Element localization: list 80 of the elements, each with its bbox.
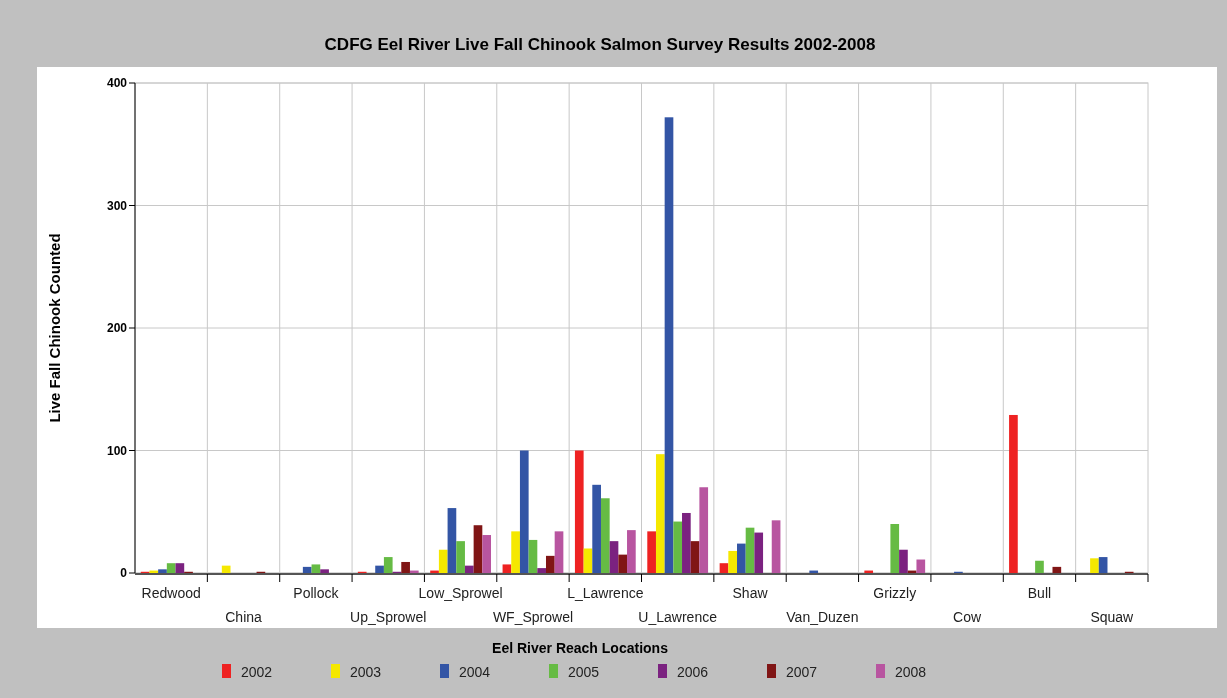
bar [302, 566, 312, 573]
x-axis-title: Eel River Reach Locations [492, 640, 669, 656]
bar [320, 569, 329, 573]
bar [221, 565, 231, 573]
bar [618, 554, 628, 573]
bar [1035, 560, 1044, 573]
bar [664, 117, 674, 573]
x-tick-label: Redwood [141, 585, 201, 601]
bar [916, 559, 926, 573]
bar [899, 549, 908, 573]
bar [609, 541, 619, 573]
bar [690, 541, 700, 573]
bar [456, 541, 465, 573]
bar [754, 532, 764, 573]
bar [375, 565, 384, 573]
x-tick-label: Shaw [732, 585, 769, 601]
y-tick-label: 100 [106, 443, 128, 458]
bar [1090, 558, 1099, 573]
y-tick-label: 0 [120, 566, 128, 580]
bar [1098, 557, 1108, 573]
chart-title: CDFG Eel River Live Fall Chinook Salmon Survey Results 2002-2008 [324, 35, 876, 54]
bar [447, 508, 457, 573]
bar [482, 535, 491, 573]
bar [771, 520, 781, 573]
bar [473, 525, 483, 573]
bar [647, 531, 656, 573]
bar [554, 531, 564, 573]
bar [728, 550, 738, 573]
x-tick-label: Van_Duzen [786, 609, 859, 625]
x-tick-label: Pollock [293, 585, 340, 601]
bar [673, 521, 683, 573]
bar [519, 450, 529, 573]
y-axis-title: Live Fall Chinook Counted [46, 233, 63, 423]
bar [574, 450, 584, 573]
bar [1009, 414, 1018, 573]
legend-label: 2004 [459, 664, 491, 680]
legend-label: 2003 [350, 664, 382, 680]
x-tick-label: Cow [953, 609, 982, 625]
bar [545, 555, 555, 573]
bar [175, 563, 185, 573]
x-tick-label: Up_Sprowel [350, 609, 427, 625]
bar [699, 487, 709, 573]
y-tick-label: 200 [106, 321, 128, 335]
bar [158, 569, 167, 573]
bar [311, 564, 321, 573]
legend-label: 2008 [895, 664, 927, 680]
bar [1052, 566, 1062, 573]
x-tick-label: WF_Sprowel [492, 609, 574, 625]
legend-label: 2002 [241, 664, 273, 680]
bar [627, 530, 636, 573]
bar [528, 539, 538, 573]
bar [502, 564, 512, 573]
bar [719, 563, 729, 573]
bar [166, 563, 176, 573]
y-tick-label: 400 [106, 76, 128, 90]
legend-label: 2007 [786, 664, 818, 680]
bar [464, 565, 474, 573]
x-tick-label: U_Lawrence [638, 609, 718, 625]
x-tick-label: Low_Sprowel [418, 585, 503, 601]
bar [592, 484, 601, 573]
bar [737, 543, 746, 573]
bar [745, 527, 755, 573]
y-tick-label: 300 [106, 198, 128, 213]
legend-label: 2005 [568, 664, 600, 680]
bar [682, 512, 691, 573]
bar [583, 548, 593, 573]
bar [537, 568, 546, 573]
x-tick-label: L_Lawrence [567, 585, 644, 601]
bar [438, 549, 448, 573]
legend-label: 2006 [677, 664, 709, 680]
bar [655, 454, 665, 573]
bar [401, 561, 410, 573]
x-tick-label: Grizzly [873, 585, 917, 601]
bar [890, 524, 900, 573]
bar [600, 498, 610, 573]
x-tick-label: China [225, 609, 263, 625]
bar [383, 557, 393, 573]
x-tick-label: Squaw [1090, 609, 1135, 625]
x-tick-label: Bull [1027, 585, 1052, 601]
bar [511, 531, 520, 573]
